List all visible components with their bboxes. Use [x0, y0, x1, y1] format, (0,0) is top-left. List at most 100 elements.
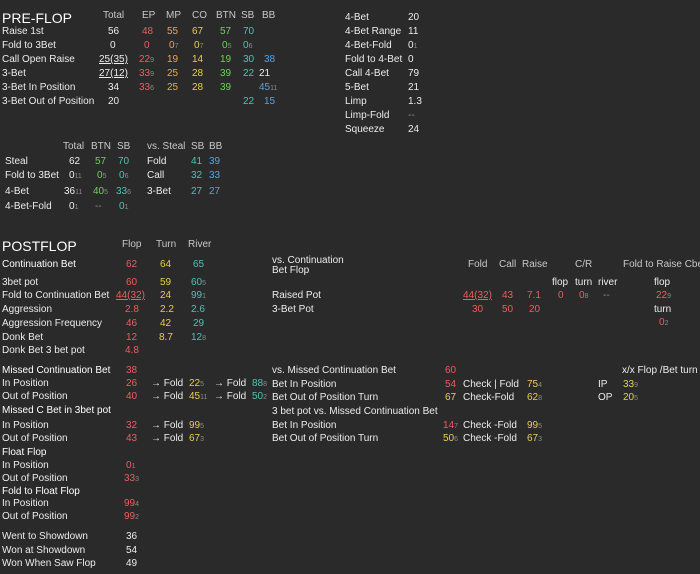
stat-value[interactable]: 45 — [259, 82, 271, 93]
stat-value[interactable]: 32 — [191, 170, 203, 181]
stat-value[interactable]: 0 — [408, 40, 414, 51]
stat-value[interactable]: 0 — [97, 170, 103, 181]
stat-value[interactable]: 0 — [558, 290, 564, 301]
stat-value[interactable]: 43 — [502, 290, 514, 301]
stat-value[interactable]: 99 — [527, 420, 539, 431]
stat-value[interactable]: 26 — [126, 378, 138, 389]
stat-value[interactable]: 36 — [64, 186, 76, 197]
stat-value[interactable]: 44(32) — [463, 290, 492, 301]
stat-value[interactable]: 22 — [656, 290, 668, 301]
stat-value[interactable]: 21 — [259, 68, 271, 79]
stat-value[interactable]: 25 — [167, 82, 179, 93]
stat-value[interactable]: 11 — [408, 26, 419, 37]
stat-value[interactable]: 75 — [527, 379, 539, 390]
stat-value[interactable]: 22 — [243, 68, 255, 79]
stat-value[interactable]: 50 — [443, 433, 455, 444]
stat-value[interactable]: 2.8 — [125, 304, 139, 315]
stat-value[interactable]: 50 — [252, 391, 264, 402]
stat-value[interactable]: 22 — [243, 96, 255, 107]
stat-value[interactable]: 27 — [191, 186, 203, 197]
stat-value[interactable]: 30 — [243, 54, 255, 65]
stat-value[interactable]: 59 — [160, 277, 172, 288]
stat-value[interactable]: 25 — [167, 68, 179, 79]
stat-value[interactable]: 39 — [220, 68, 232, 79]
stat-value[interactable]: 43 — [126, 433, 138, 444]
stat-value[interactable]: 20 — [108, 96, 120, 107]
stat-value[interactable]: 60 — [191, 277, 203, 288]
stat-value[interactable]: 32 — [126, 420, 138, 431]
stat-value[interactable]: 99 — [124, 498, 136, 509]
stat-value[interactable]: -- — [95, 201, 102, 212]
stat-value[interactable]: 19 — [220, 54, 232, 65]
stat-value[interactable]: 38 — [264, 54, 276, 65]
stat-value[interactable]: 0 — [408, 54, 414, 65]
stat-value[interactable]: 0 — [119, 170, 125, 181]
stat-value[interactable]: 33 — [139, 68, 151, 79]
stat-value[interactable]: 79 — [408, 68, 420, 79]
stat-value[interactable]: 70 — [118, 156, 130, 167]
stat-value[interactable]: 7.1 — [527, 290, 541, 301]
stat-value[interactable]: 0 — [579, 290, 585, 301]
stat-value[interactable]: 39 — [220, 82, 232, 93]
stat-value[interactable]: -- — [603, 290, 610, 301]
stat-value[interactable]: 41 — [191, 156, 203, 167]
stat-value[interactable]: 0 — [169, 40, 175, 51]
stat-value[interactable]: 62 — [69, 156, 81, 167]
stat-value[interactable]: 15 — [264, 96, 276, 107]
stat-value[interactable]: 8.7 — [159, 332, 173, 343]
stat-value[interactable]: 22 — [139, 54, 151, 65]
stat-value[interactable]: 2.2 — [160, 304, 174, 315]
stat-value[interactable]: 99 — [189, 420, 201, 431]
stat-value[interactable]: 27(12) — [99, 68, 128, 79]
stat-value[interactable]: 56 — [108, 26, 120, 37]
stat-value[interactable]: 30 — [472, 304, 484, 315]
stat-value[interactable]: 40 — [126, 391, 138, 402]
stat-value[interactable]: 42 — [160, 318, 172, 329]
stat-value[interactable]: 29 — [193, 318, 205, 329]
stat-value[interactable]: 4.8 — [125, 345, 139, 356]
stat-value[interactable]: 0 — [110, 40, 116, 51]
stat-value[interactable]: 48 — [142, 26, 154, 37]
stat-value[interactable]: 12 — [126, 332, 138, 343]
stat-value[interactable]: 38 — [126, 365, 138, 376]
stat-value[interactable]: 24 — [160, 290, 172, 301]
stat-value[interactable]: 54 — [126, 545, 138, 556]
stat-value[interactable]: 67 — [527, 433, 539, 444]
stat-value[interactable]: 2.6 — [191, 304, 205, 315]
stat-value[interactable]: 14 — [192, 54, 204, 65]
stat-value[interactable]: 0 — [659, 317, 665, 328]
stat-value[interactable]: 67 — [445, 392, 457, 403]
stat-value[interactable]: 21 — [408, 82, 420, 93]
stat-value[interactable]: 57 — [220, 26, 232, 37]
stat-value[interactable]: 0 — [194, 40, 200, 51]
stat-value[interactable]: 33 — [124, 473, 136, 484]
stat-value[interactable]: 28 — [192, 68, 204, 79]
stat-value[interactable]: 99 — [191, 290, 203, 301]
stat-value[interactable]: 64 — [160, 259, 172, 270]
stat-value[interactable]: 20 — [408, 12, 420, 23]
stat-value[interactable]: 67 — [189, 433, 201, 444]
stat-value[interactable]: 25(35) — [99, 54, 128, 65]
stat-value[interactable]: 28 — [192, 82, 204, 93]
stat-value[interactable]: 39 — [209, 156, 221, 167]
stat-value[interactable]: 19 — [167, 54, 179, 65]
stat-value[interactable]: 57 — [95, 156, 107, 167]
stat-value[interactable]: 44(32) — [116, 290, 145, 301]
stat-value[interactable]: 0 — [222, 40, 228, 51]
stat-value[interactable]: 0 — [69, 170, 75, 181]
stat-value[interactable]: 46 — [126, 318, 138, 329]
stat-value[interactable]: 50 — [502, 304, 514, 315]
stat-value[interactable]: 60 — [445, 365, 457, 376]
stat-value[interactable]: 70 — [243, 26, 255, 37]
stat-value[interactable]: 0 — [69, 201, 75, 212]
stat-value[interactable]: 54 — [445, 379, 457, 390]
stat-value[interactable]: 62 — [126, 259, 138, 270]
stat-value[interactable]: 45 — [189, 391, 201, 402]
stat-value[interactable]: 60 — [126, 277, 138, 288]
stat-value[interactable]: 14 — [443, 420, 455, 431]
stat-value[interactable]: -- — [408, 110, 415, 121]
stat-value[interactable]: 49 — [126, 558, 138, 569]
stat-value[interactable]: 33 — [623, 379, 635, 390]
stat-value[interactable]: 33 — [209, 170, 221, 181]
stat-value[interactable]: 20 — [529, 304, 541, 315]
